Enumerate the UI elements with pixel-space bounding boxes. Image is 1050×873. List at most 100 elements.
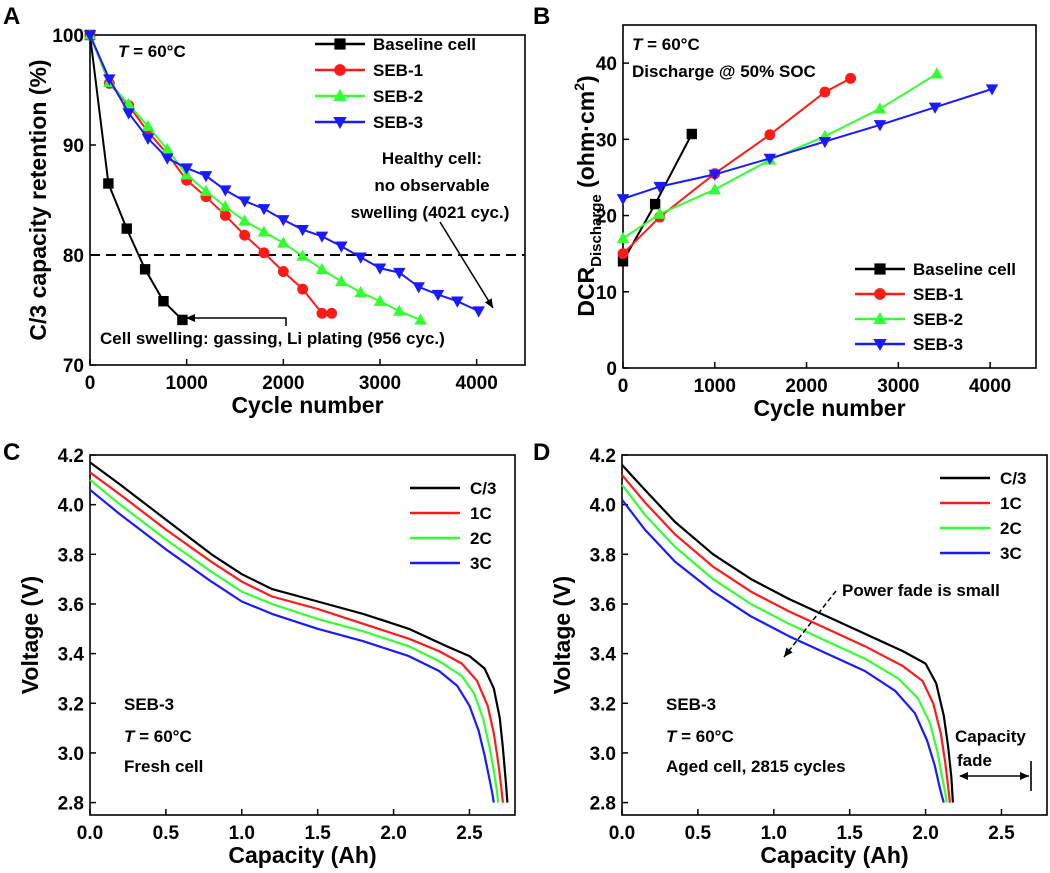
d-y-tick-label-2: 3.2 xyxy=(590,694,616,715)
a-point-seb-2-7 xyxy=(219,200,232,212)
d-legend-item-1c: 1C xyxy=(940,494,1022,513)
panel-b-chart: 0 1000 2000 3000 4000 0 10 20 30 40 Cycle number B… xyxy=(571,24,1037,421)
b-point-seb-2-6 xyxy=(930,67,944,79)
b-point-seb-3-0 xyxy=(616,194,630,206)
cell-swelling-arrow xyxy=(186,314,287,326)
a-point-seb-3-8 xyxy=(238,196,251,208)
panel-b-temperature: T = 60°C xyxy=(632,35,700,54)
c-y-tick-label-4: 3.6 xyxy=(58,595,84,616)
b-point-seb-3-2 xyxy=(708,169,722,181)
a-point-seb-2-16 xyxy=(393,304,406,316)
a-point-seb-3-10 xyxy=(277,215,290,227)
a-line-seb-2 xyxy=(89,34,421,321)
b-legend-marker-seb-3 xyxy=(873,338,887,351)
power-fade-note: Power fade is small xyxy=(842,581,1000,600)
c-y-tick-label-5: 3.8 xyxy=(58,545,84,566)
a-legend-item-seb-3: SEB-3 xyxy=(315,113,423,132)
d-legend-item-3c: 3C xyxy=(940,544,1022,563)
b-legend-item-baseline-cell: Baseline cell xyxy=(855,260,1016,279)
d-legend-item-c-3: C/3 xyxy=(940,469,1026,488)
cell-swelling-note: Cell swelling: gassing, Li plating (956 … xyxy=(100,329,445,348)
panel-letter-d: D xyxy=(533,439,550,466)
a-point-baseline-cell-3 xyxy=(139,264,151,275)
b-legend-marker-seb-2 xyxy=(873,312,887,325)
a-point-baseline-cell-5 xyxy=(177,314,188,326)
b-legend-marker-baseline-cell xyxy=(874,263,886,275)
c-legend-item-1c: 1C xyxy=(410,504,492,523)
b-x-tick-label-3: 3000 xyxy=(877,376,919,397)
c-y-tick-label-7: 4.2 xyxy=(58,446,84,467)
a-point-seb-2-11 xyxy=(296,249,309,261)
a-point-baseline-cell-1 xyxy=(103,178,114,189)
a-point-seb-2-3 xyxy=(141,119,155,131)
a-point-seb-1-7 xyxy=(219,209,231,221)
b-line-seb-3 xyxy=(622,88,993,200)
a-point-seb-1-11 xyxy=(297,283,309,295)
panel-d-cell-state: Aged cell, 2815 cycles xyxy=(666,757,846,776)
panel-d-series xyxy=(621,464,954,803)
capacity-fade-note-line2: fade xyxy=(957,751,992,770)
b-point-seb-1-0 xyxy=(617,248,629,260)
panel-d-frame xyxy=(621,454,1048,816)
panel-d-temperature: T = 60°C xyxy=(666,727,734,746)
a-x-tick-label-1: 1000 xyxy=(166,373,208,394)
a-legend-item-seb-2: SEB-2 xyxy=(315,87,423,106)
a-point-seb-2-13 xyxy=(335,274,348,287)
a-point-seb-3-0 xyxy=(83,30,97,42)
d-x-tick-label-0: 0.0 xyxy=(609,823,635,844)
c-y-tick-label-1: 3.0 xyxy=(58,744,84,765)
power-fade-arrow xyxy=(783,590,837,658)
b-point-seb-3-1 xyxy=(653,181,666,194)
a-point-seb-3-18 xyxy=(431,289,445,302)
c-x-tick-label-0: 0.0 xyxy=(77,823,103,844)
a-point-seb-3-13 xyxy=(335,241,348,253)
a-point-seb-1-8 xyxy=(239,229,251,241)
b-point-seb-3-5 xyxy=(873,120,887,132)
c-legend-item-2c: 2C xyxy=(410,529,492,548)
healthy-cell-note-line3: swelling (4021 cyc.) xyxy=(351,203,510,222)
c-x-tick-label-2: 1.0 xyxy=(229,823,255,844)
a-y-tick-label-2: 90 xyxy=(63,136,84,157)
d-y-axis-title: Voltage (V) xyxy=(549,576,575,694)
panel-a-legend: Baseline cell SEB-1 SEB-2 SEB-3 xyxy=(315,35,476,132)
a-legend-label-seb-2: SEB-2 xyxy=(373,87,423,106)
b-y-tick-label-4: 40 xyxy=(596,54,617,75)
panel-b-y-axis-title: DCRDischarge (ohm·cm2) xyxy=(571,75,605,316)
a-point-seb-3-7 xyxy=(219,185,232,197)
b-legend-label-seb-2: SEB-2 xyxy=(913,310,963,329)
a-point-seb-3-19 xyxy=(451,296,464,308)
b-y-tick-label-3: 30 xyxy=(596,130,617,151)
a-legend-label-seb-1: SEB-1 xyxy=(373,61,423,80)
c-x-axis-title: Capacity (Ah) xyxy=(228,842,376,868)
c-legend-item-3c: 3C xyxy=(410,554,492,573)
healthy-cell-note-line2: no observable xyxy=(374,176,489,195)
d-legend-label-2c: 2C xyxy=(1000,519,1022,538)
b-x-tick-label-0: 0 xyxy=(618,376,629,397)
b-legend-item-seb-3: SEB-3 xyxy=(855,335,963,354)
a-point-seb-3-3 xyxy=(141,133,155,145)
panel-c-cell-state: Fresh cell xyxy=(124,757,203,776)
c-y-axis-title: Voltage (V) xyxy=(17,576,43,694)
a-point-seb-3-12 xyxy=(315,231,329,243)
panel-a-series xyxy=(83,28,485,326)
a-y-tick-label-3: 100 xyxy=(52,26,84,47)
a-point-seb-1-9 xyxy=(258,247,270,259)
panel-b-legend: Baseline cell SEB-1 SEB-2 SEB-3 xyxy=(855,260,1016,354)
d-y-tick-label-0: 2.8 xyxy=(590,794,616,815)
a-point-seb-3-9 xyxy=(257,204,271,216)
a-point-seb-3-4 xyxy=(161,153,174,165)
c-legend-label-3c: 3C xyxy=(470,554,492,573)
c-x-tick-label-5: 2.5 xyxy=(456,823,483,844)
a-y-axis-title: C/3 capacity retention (%) xyxy=(25,59,51,340)
a-line-seb-1 xyxy=(89,34,332,315)
a-legend-marker-seb-1 xyxy=(334,64,346,76)
d-x-axis-title: Capacity (Ah) xyxy=(760,842,908,868)
c-curve-c-3 xyxy=(89,461,509,803)
panel-letter-a: A xyxy=(3,3,20,30)
d-y-tick-label-5: 3.8 xyxy=(590,545,616,566)
d-y-tick-label-3: 3.4 xyxy=(590,645,617,666)
c-curve-1c xyxy=(89,471,504,803)
b-y-tick-label-2: 20 xyxy=(596,207,617,228)
a-point-seb-3-15 xyxy=(373,263,387,275)
